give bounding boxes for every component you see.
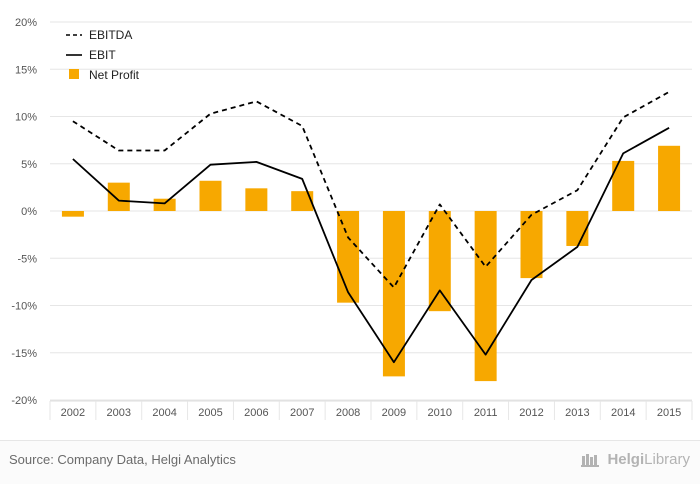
x-tick-label: 2013	[565, 407, 589, 419]
x-tick-label: 2009	[382, 407, 406, 419]
x-tick-label: 2015	[657, 407, 681, 419]
x-tick-label: 2003	[107, 407, 131, 419]
source-note: Source: Company Data, Helgi Analytics	[9, 452, 236, 467]
legend-net-profit-label: Net Profit	[89, 68, 140, 82]
series-lines	[72, 91, 670, 364]
net-profit-bar	[520, 211, 543, 279]
net-profit-bar	[658, 145, 681, 211]
x-tick-label: 2012	[519, 407, 543, 419]
net-profit-bar	[291, 191, 314, 211]
legend: EBITDA EBIT Net Profit	[66, 28, 140, 82]
y-tick-label: 10%	[15, 112, 37, 124]
brand-suffix: Library	[644, 451, 690, 468]
brand-name: HelgiLibrary	[607, 451, 690, 468]
net-profit-bar	[612, 160, 635, 211]
net-profit-bar	[382, 211, 405, 377]
net-profit-bar	[61, 211, 84, 217]
legend-ebitda-label: EBITDA	[89, 28, 132, 42]
net-profit-bar	[337, 211, 360, 303]
chart: 20%15%10%5%0%-5%-10%-15%-20% 2002 2003 200…	[11, 17, 693, 420]
y-tick-label: -5%	[17, 253, 37, 265]
brand: HelgiLibrary	[581, 451, 690, 468]
x-tick-label: 2014	[611, 407, 635, 419]
y-tick-label: 5%	[21, 159, 37, 171]
legend-net-profit-swatch	[69, 69, 79, 79]
y-tick-label: -20%	[11, 395, 37, 407]
net-profit-bar	[199, 180, 222, 211]
ebitda-line	[72, 91, 670, 289]
x-tick-label: 2005	[198, 407, 222, 419]
net-profit-bars	[61, 145, 681, 382]
y-tick-label: -15%	[11, 348, 37, 360]
legend-ebit-label: EBIT	[89, 48, 116, 62]
y-tick-label: 0%	[21, 206, 37, 218]
y-tick-label: 20%	[15, 17, 37, 29]
net-profit-bar	[107, 182, 130, 211]
x-axis-ticks: 2002 2003 2004 2005 2006 2007 2008 2009 2010 2011…	[49, 400, 693, 420]
brand-prefix: Helgi	[607, 451, 645, 468]
x-tick-label: 2006	[244, 407, 268, 419]
library-logo-icon	[581, 453, 600, 467]
x-tick-label: 2007	[290, 407, 314, 419]
x-tick-label: 2002	[61, 407, 85, 419]
x-tick-label: 2010	[428, 407, 452, 419]
footer: Source: Company Data, Helgi Analytics He…	[0, 440, 700, 484]
net-profit-bar	[566, 211, 589, 246]
net-profit-bar	[153, 198, 176, 211]
net-profit-bar	[245, 188, 268, 211]
ebit-line	[72, 127, 670, 364]
y-tick-label: 15%	[15, 64, 37, 76]
net-profit-bar	[474, 211, 497, 382]
x-tick-label: 2008	[336, 407, 360, 419]
net-profit-bar	[428, 211, 451, 312]
x-tick-label: 2011	[474, 407, 498, 419]
y-tick-label: -10%	[11, 301, 37, 313]
y-axis-ticks: 20% 15% 10% 5% 0% -5% -10% -15% -20%	[11, 17, 37, 407]
x-tick-label: 2004	[152, 407, 176, 419]
